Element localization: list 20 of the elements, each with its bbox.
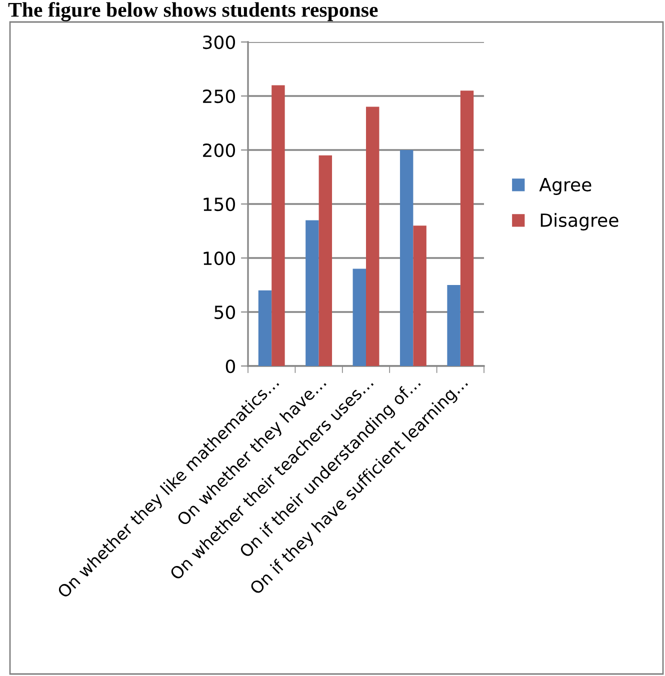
y-tick-label: 100 (204, 251, 235, 266)
legend-label: Disagree (540, 213, 618, 230)
bar (460, 90, 474, 366)
bar (352, 268, 366, 366)
legend-label: Agree (539, 178, 592, 195)
bar (366, 106, 380, 366)
chart-title: The figure below shows students response (8, 2, 378, 22)
y-tick-label: 0 (226, 359, 235, 374)
bar (258, 290, 272, 366)
y-tick-label: 250 (203, 89, 235, 104)
y-tick-label: 150 (204, 197, 235, 212)
bar (306, 220, 319, 366)
y-tick-label: 50 (214, 305, 235, 320)
bar (318, 155, 332, 366)
y-tick-label: 300 (203, 35, 235, 50)
bar (413, 226, 426, 366)
bar (400, 150, 414, 366)
bar (272, 85, 285, 366)
bar (447, 285, 460, 366)
y-tick-label: 200 (203, 143, 235, 158)
